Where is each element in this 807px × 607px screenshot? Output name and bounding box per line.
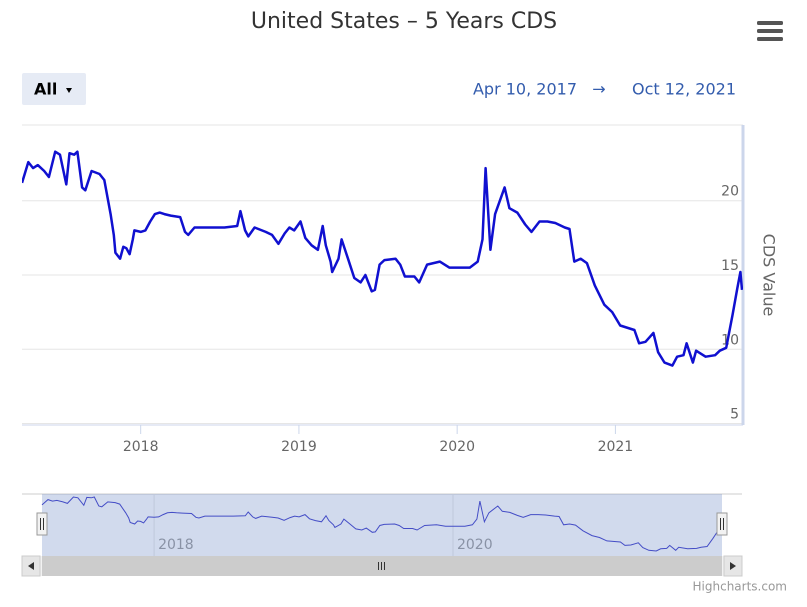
scrollbar[interactable] <box>21 555 743 577</box>
dropdown-arrow <box>66 88 72 93</box>
y-tick-label: 20 <box>721 184 739 200</box>
y-tick-label: 5 <box>730 407 739 423</box>
credits[interactable]: Highcharts.com <box>693 580 787 594</box>
navigator-line <box>41 496 723 552</box>
handle-box <box>716 512 728 536</box>
button-bg <box>22 73 86 105</box>
handle-box <box>36 512 48 536</box>
scroll-left-arrow <box>28 562 34 570</box>
menu-bar <box>757 21 783 25</box>
navigator-mask[interactable] <box>42 494 722 556</box>
y-tick-label: 15 <box>721 258 739 274</box>
x-tick-label: 2019 <box>281 439 317 455</box>
range-from[interactable]: Apr 10, 2017 <box>473 80 577 99</box>
menu-bar <box>757 29 783 33</box>
range-button[interactable]: All <box>22 73 86 105</box>
x-tick-label: 2020 <box>439 439 475 455</box>
navigator-handle[interactable] <box>716 512 728 536</box>
x-tick-label: 2018 <box>123 439 159 455</box>
menu-button[interactable] <box>757 21 783 41</box>
data-line <box>22 150 743 367</box>
scroll-right-arrow <box>730 562 736 570</box>
navigator-handle[interactable] <box>36 512 48 536</box>
range-to[interactable]: Oct 12, 2021 <box>632 80 736 99</box>
menu-bar <box>757 37 783 41</box>
chart-title: United States – 5 Years CDS <box>251 9 557 34</box>
button-label: All <box>34 80 57 99</box>
y-axis-title: CDS Value <box>760 234 779 317</box>
range-separator: → <box>592 80 605 99</box>
y-tick-label: 10 <box>721 332 739 348</box>
navigator-tick-label: 2018 <box>158 537 194 553</box>
navigator-tick-label: 2020 <box>457 537 493 553</box>
x-tick-label: 2021 <box>598 439 634 455</box>
